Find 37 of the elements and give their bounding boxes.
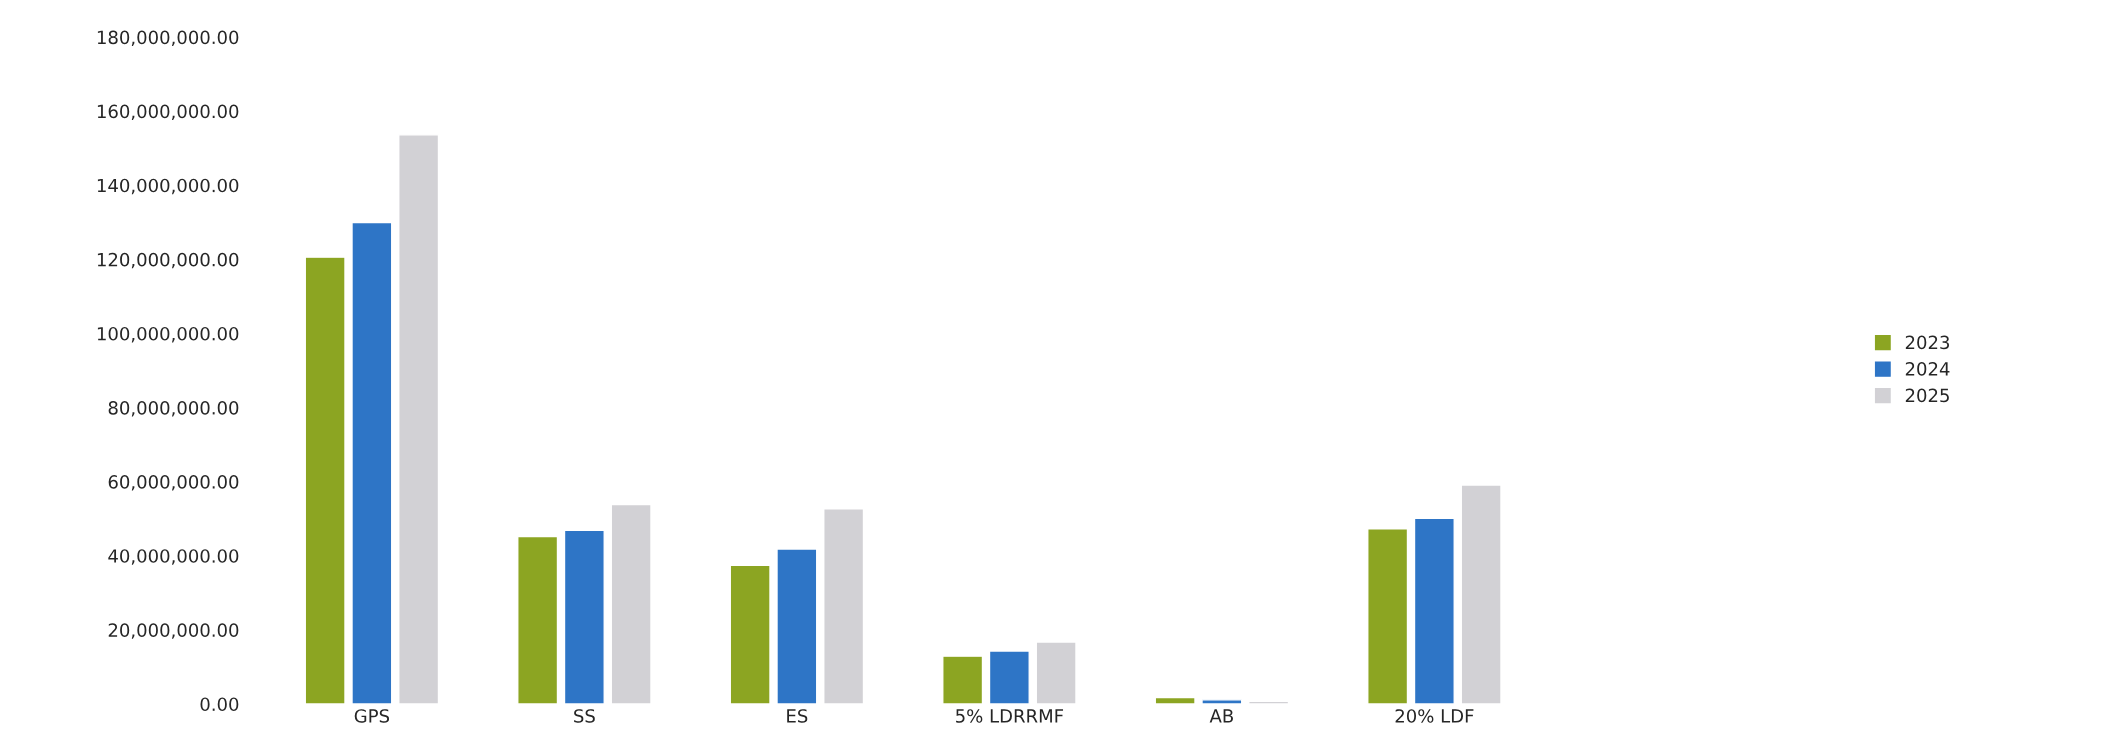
bar	[517, 535, 559, 704]
y-tick-label: 20,000,000.00	[108, 623, 239, 639]
bar	[398, 134, 440, 704]
x-tick-label: SS	[574, 709, 595, 723]
y-tick-label: 160,000,000.00	[97, 104, 239, 121]
bar	[563, 529, 605, 704]
legend-label: 2023	[1905, 335, 1950, 350]
x-tick-label: 20% LDF	[1395, 709, 1474, 723]
bar	[988, 650, 1030, 704]
bar	[729, 564, 771, 704]
bar	[1035, 641, 1077, 704]
y-tick-label: 80,000,000.00	[108, 401, 239, 417]
bar	[304, 256, 346, 704]
y-tick-label: 60,000,000.00	[108, 475, 239, 491]
bar	[1413, 517, 1455, 704]
legend-label: 2024	[1905, 362, 1950, 376]
x-tick-label: ES	[787, 709, 808, 723]
bar	[1367, 528, 1409, 704]
x-tick-label: AB	[1209, 709, 1233, 723]
bar	[1460, 484, 1502, 704]
x-tick-label: 5% LDRRMF	[956, 709, 1064, 723]
y-tick-label: 40,000,000.00	[108, 549, 239, 565]
x-tick-label: GPS	[354, 709, 390, 723]
bar	[823, 508, 865, 704]
bar	[1248, 700, 1290, 704]
y-tick-label: 100,000,000.00	[97, 326, 239, 343]
y-tick-label: 120,000,000.00	[97, 252, 239, 269]
y-tick-label: 0.00	[200, 697, 239, 712]
y-tick-label: 180,000,000.00	[97, 30, 239, 47]
bar	[351, 221, 393, 704]
legend-label: 2025	[1905, 388, 1949, 403]
bar	[1154, 696, 1196, 704]
bar	[942, 655, 984, 704]
bar	[776, 548, 818, 704]
bar	[610, 503, 652, 704]
bar	[1201, 699, 1243, 704]
y-tick-label: 140,000,000.00	[97, 178, 239, 195]
